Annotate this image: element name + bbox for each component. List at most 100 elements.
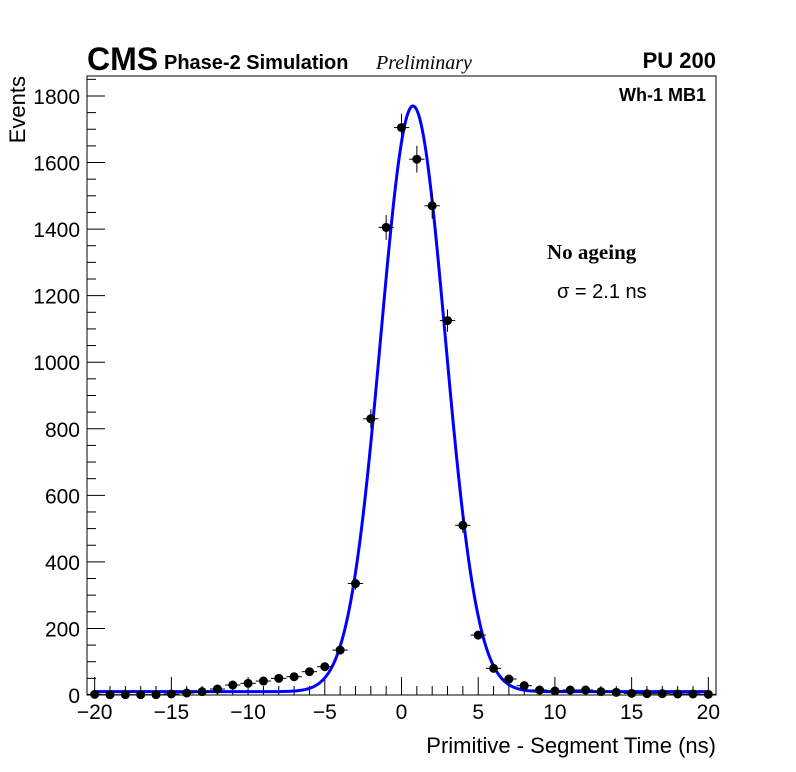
data-point [120,690,130,700]
data-point [258,676,268,686]
x-tick-label: 0 [396,701,408,724]
data-point [596,687,606,697]
data-point [627,688,637,698]
data-point-group [332,645,348,655]
data-point-group [608,687,624,697]
x-tick-label: −5 [313,701,337,724]
data-point-group [700,689,716,699]
y-tick-label: 600 [45,485,80,508]
data-point [703,689,713,699]
y-tick-label: 1400 [33,219,80,242]
data-point [320,662,330,672]
x-tick-label: 20 [697,701,720,724]
data-point [581,685,591,695]
data-point [136,690,146,700]
cms-label: CMS [87,41,158,77]
data-point-group [87,689,103,699]
data-point [151,690,161,700]
data-point-group [685,689,701,699]
y-tick-label: 400 [45,552,80,575]
x-tick-label: 10 [543,701,566,724]
data-point [166,689,176,699]
data-point [673,689,683,699]
x-tick-label: −15 [154,701,190,724]
data-point [228,680,238,690]
data-point-group [439,309,456,332]
data-point-group [286,672,302,682]
data-point [412,154,422,164]
data-point-group [654,689,670,699]
data-point [427,201,437,211]
data-point [289,672,299,682]
data-point-group [455,517,471,533]
data-point [90,689,100,699]
data-point-group [225,680,241,690]
data-point [489,663,499,673]
condition-annotation: No ageing [547,240,637,264]
data-point [197,687,207,697]
pileup-label: PU 200 [643,48,716,73]
data-point-group [470,630,486,640]
fit-curve [94,104,709,694]
data-point-group [163,689,180,699]
data-point-group [148,690,164,700]
data-point-group [516,681,532,691]
data-point [304,667,314,677]
data-point-group [501,674,517,684]
data-point-group [240,678,256,688]
y-tick-label: 1600 [33,153,80,176]
data-point [182,688,192,698]
data-point-group [669,689,686,699]
data-point-group [317,662,333,672]
data-point-group [194,687,210,697]
data-point [535,685,545,695]
resolution-annotation: σ = 2.1 ns [557,281,647,303]
data-point [565,685,575,695]
data-point [473,630,483,640]
data-point-group [102,690,118,700]
y-tick-label: 800 [45,419,80,442]
data-point-group [409,145,425,173]
simulation-label: Phase-2 Simulation [164,52,349,74]
y-tick-label: 1800 [33,86,80,109]
data-point-group [179,688,195,698]
preliminary-label: Preliminary [375,52,472,74]
data-point [335,645,345,655]
x-tick-label: 15 [620,701,643,724]
data-point-group [363,409,379,429]
data-point [642,689,652,699]
plot-frame [86,75,717,696]
data-point-group [133,690,149,700]
data-point-group [577,685,594,695]
data-point-group [393,113,410,142]
data-point [458,520,468,530]
data-point-group [623,688,640,698]
data-point-group [347,577,364,590]
data-point-group [255,676,272,686]
x-axis-title: Primitive - Segment Time (ns) [426,733,716,758]
x-axis: −20 −15 −10 −5 0 5 10 15 20 [77,677,720,724]
data-point-group [271,673,287,683]
y-tick-label: 200 [45,618,80,641]
data-point [366,414,376,424]
data-point [381,222,391,232]
data-point [504,674,514,684]
data-point [657,689,667,699]
y-axis: 0 200 400 600 800 1000 1200 1400 1600 1800 [33,78,105,708]
data-point [105,690,115,700]
data-point [212,684,222,694]
x-tick-label: −10 [230,701,266,724]
data-point-group [547,686,563,696]
data-point [550,686,560,696]
data-point [688,689,698,699]
y-tick-label: 1000 [33,352,80,375]
x-tick-label: −20 [77,701,113,724]
data-point [350,579,360,589]
x-tick-label: 5 [472,701,484,724]
data-point-group [117,690,134,700]
data-point-group [593,687,609,697]
y-tick-label: 1200 [33,286,80,309]
data-point [397,123,406,133]
data-point-group [485,663,502,673]
